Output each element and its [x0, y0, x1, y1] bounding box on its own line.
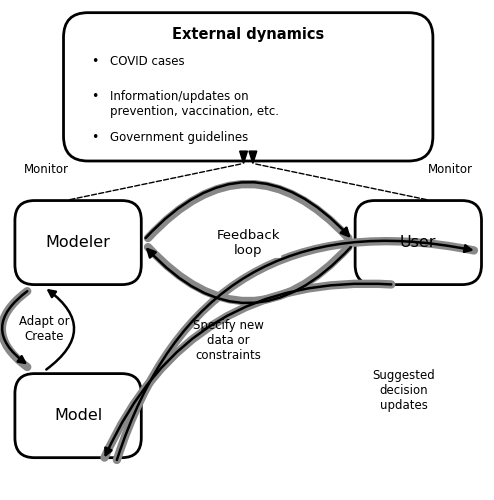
Polygon shape — [240, 151, 247, 164]
FancyBboxPatch shape — [64, 12, 433, 161]
Text: Monitor: Monitor — [24, 163, 69, 176]
FancyBboxPatch shape — [355, 200, 482, 284]
FancyBboxPatch shape — [15, 200, 141, 284]
FancyBboxPatch shape — [15, 374, 141, 458]
Text: •: • — [91, 90, 99, 104]
Text: Modeler: Modeler — [45, 235, 111, 250]
Polygon shape — [249, 151, 257, 164]
Text: Specify new
data or
constraints: Specify new data or constraints — [193, 319, 264, 362]
Text: Model: Model — [54, 408, 102, 423]
Text: Government guidelines: Government guidelines — [110, 132, 248, 144]
Text: Information/updates on
prevention, vaccination, etc.: Information/updates on prevention, vacci… — [110, 90, 279, 118]
Text: External dynamics: External dynamics — [172, 28, 325, 42]
Text: •: • — [91, 54, 99, 68]
Text: Monitor: Monitor — [428, 163, 473, 176]
Text: Adapt or
Create: Adapt or Create — [19, 315, 69, 343]
Text: Feedback
loop: Feedback loop — [216, 228, 280, 256]
Text: •: • — [91, 132, 99, 144]
Text: Suggested
decision
updates: Suggested decision updates — [372, 368, 435, 412]
Text: User: User — [400, 235, 437, 250]
Text: COVID cases: COVID cases — [110, 54, 184, 68]
